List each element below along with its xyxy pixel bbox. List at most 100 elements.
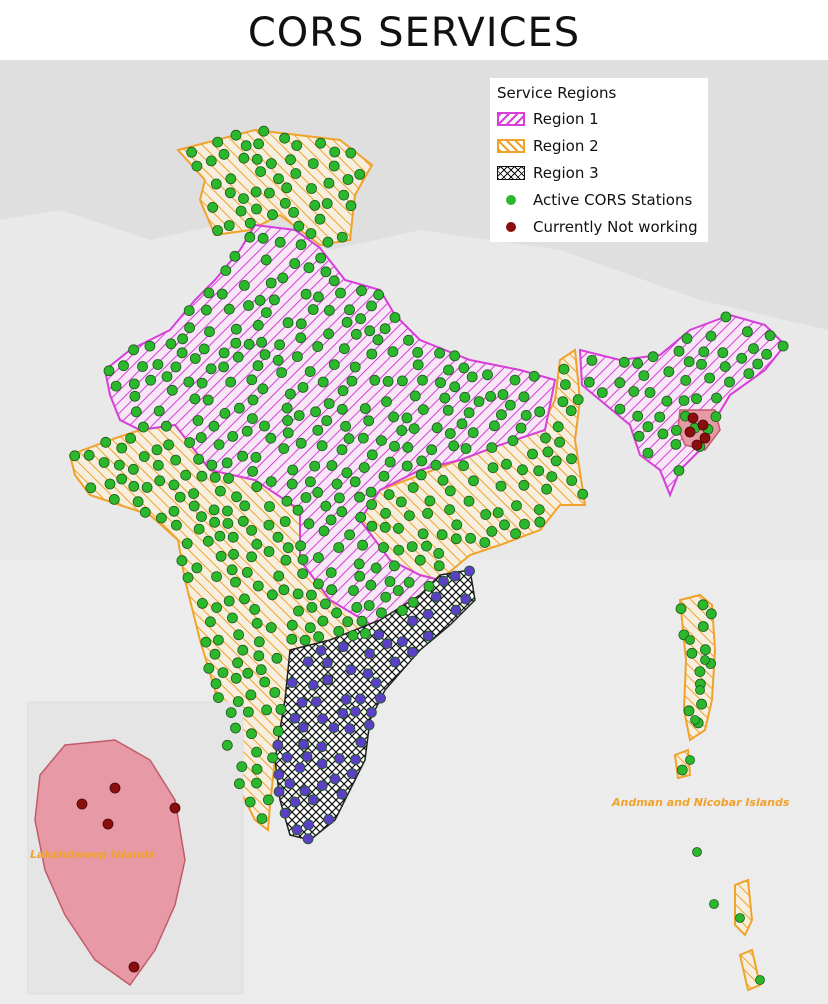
active-station-dot — [208, 504, 220, 516]
active-station-dot — [227, 430, 239, 442]
active-station-dot — [709, 899, 719, 909]
active-station-dot — [463, 407, 475, 419]
active-station-dot — [214, 530, 226, 542]
active-station-dot — [254, 294, 266, 306]
active-station-dot — [365, 486, 377, 498]
active-station-dot — [230, 129, 242, 141]
active-station-dot — [85, 482, 97, 494]
active-station-dot — [245, 689, 257, 701]
andaman-label: Andman and Nicobar Islands — [612, 796, 790, 809]
active-station-dot — [358, 462, 370, 473]
active-station-dot — [379, 521, 391, 533]
active-station-dot — [293, 605, 304, 617]
active-station-dot — [401, 412, 413, 424]
active-station-dot — [244, 796, 256, 808]
active-station-dot — [210, 178, 222, 190]
active-station-dot — [317, 615, 329, 627]
active-station-dot — [366, 449, 378, 461]
active-station-dot — [249, 604, 261, 615]
active-station-dot — [212, 225, 224, 236]
active-station-dot — [204, 326, 215, 338]
active-station-dot — [128, 378, 140, 390]
active-station-dot — [416, 455, 428, 467]
active-station-dot — [223, 303, 235, 315]
active-station-dot — [211, 571, 223, 582]
active-station-dot — [403, 577, 415, 588]
active-station-dot — [310, 406, 322, 418]
active-station-dot — [443, 364, 454, 376]
active-station-dot — [282, 427, 294, 439]
active-station-dot — [403, 334, 414, 346]
active-station-dot — [694, 666, 706, 677]
legend-item-not-working: Currently Not working — [497, 217, 698, 237]
active-station-dot — [528, 370, 540, 382]
active-station-dot — [336, 231, 348, 243]
active-station-dot — [326, 584, 338, 596]
active-station-dot — [488, 420, 500, 432]
active-station-dot — [297, 381, 309, 393]
active-station-dot — [230, 576, 241, 588]
active-station-dot — [132, 496, 144, 508]
active-station-dot — [389, 440, 400, 452]
active-station-dot — [356, 285, 367, 297]
active-station-dot — [676, 764, 688, 776]
active-station-dot — [291, 824, 303, 836]
active-station-dot — [230, 323, 242, 335]
active-station-dot — [281, 495, 293, 507]
active-station-dot — [244, 217, 256, 229]
active-station-dot — [323, 177, 335, 189]
active-station-dot — [346, 375, 358, 387]
active-station-dot — [697, 621, 709, 632]
active-station-dot — [337, 641, 349, 653]
active-station-dot — [370, 677, 382, 689]
active-station-dot — [277, 272, 289, 284]
active-station-dot — [129, 390, 141, 402]
active-station-dot — [364, 325, 376, 337]
active-station-dot — [202, 535, 214, 547]
active-station-dot — [393, 544, 405, 556]
active-station-dot — [458, 362, 470, 374]
active-station-dot — [255, 166, 267, 178]
active-station-dot — [541, 483, 552, 495]
active-station-dot — [247, 465, 259, 477]
active-station-dot — [305, 228, 317, 239]
active-station-dot — [257, 232, 269, 244]
active-station-dot — [177, 333, 189, 345]
active-station-dot — [633, 430, 645, 442]
active-station-dot — [319, 598, 331, 610]
active-station-dot — [560, 379, 571, 391]
active-station-dot — [203, 287, 215, 299]
active-station-dot — [355, 736, 367, 748]
active-station-dot — [711, 392, 722, 404]
active-station-dot — [479, 537, 491, 548]
active-station-dot — [417, 374, 428, 386]
active-station-dot — [465, 532, 477, 544]
active-station-dot — [326, 460, 338, 471]
active-station-dot — [430, 459, 442, 471]
active-station-dot — [170, 454, 182, 466]
inactive-station-dot — [687, 412, 699, 424]
active-station-dot — [314, 213, 326, 225]
active-station-dot — [422, 630, 434, 642]
active-station-dot — [349, 361, 361, 373]
active-station-dot — [251, 203, 262, 215]
active-station-dot — [110, 380, 122, 392]
active-station-dot — [141, 481, 153, 493]
active-station-dot — [307, 679, 319, 691]
active-station-dot — [492, 507, 504, 518]
active-station-dot — [100, 436, 112, 448]
active-station-dot — [265, 158, 277, 169]
active-station-dot — [218, 361, 230, 373]
active-station-dot — [315, 645, 327, 656]
active-station-dot — [281, 402, 293, 414]
active-station-dot — [380, 591, 392, 603]
active-station-dot — [170, 519, 182, 531]
active-station-dot — [473, 396, 485, 407]
active-station-dot — [176, 555, 188, 567]
inactive-station-dot — [109, 782, 121, 794]
active-station-dot — [752, 358, 764, 370]
active-station-dot — [423, 580, 435, 592]
active-station-dot — [139, 506, 151, 518]
active-station-dot — [355, 511, 367, 523]
active-station-dot — [236, 761, 248, 772]
